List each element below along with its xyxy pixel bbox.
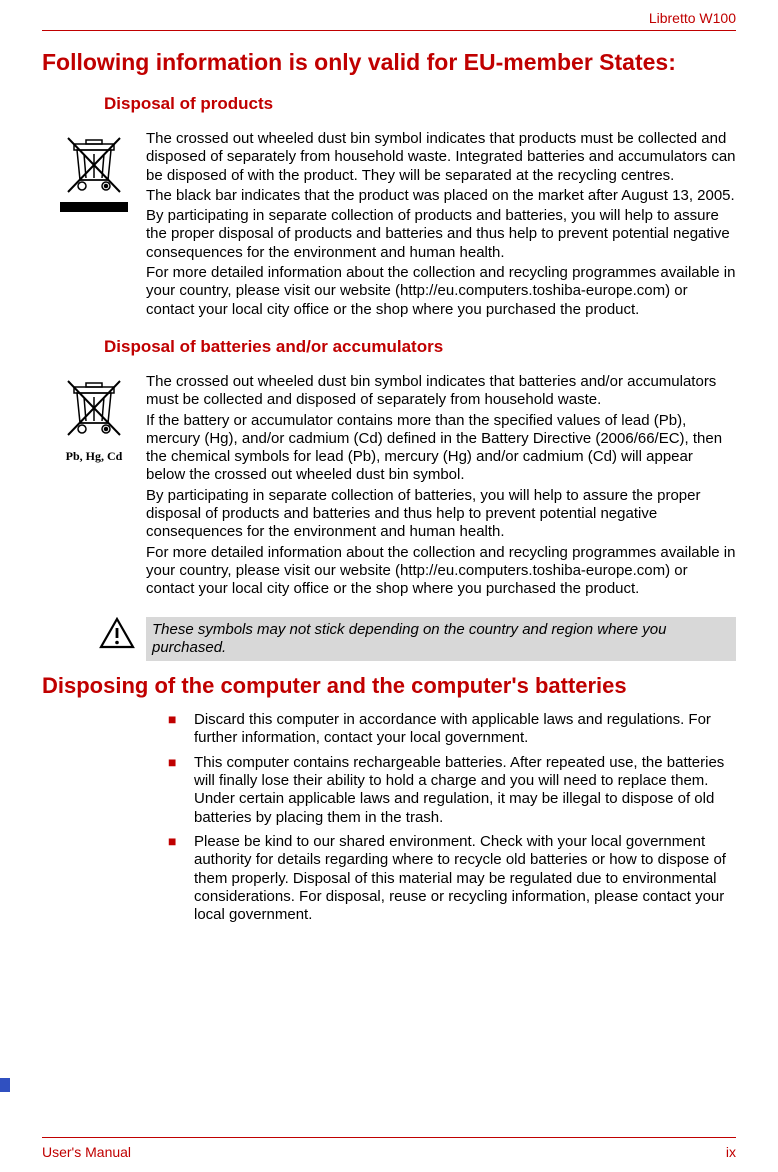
para: If the battery or accumulator contains m…	[146, 412, 736, 485]
list-item: This computer contains rechargeable batt…	[168, 754, 736, 827]
disposal-products-block: The crossed out wheeled dust bin symbol …	[42, 130, 736, 321]
section-1-title: Following information is only valid for …	[42, 49, 736, 76]
caution-text: These symbols may not stick depending on…	[146, 617, 736, 662]
disposal-batteries-text: The crossed out wheeled dust bin symbol …	[146, 373, 736, 601]
disposal-batteries-block: Pb, Hg, Cd The crossed out wheeled dust …	[42, 373, 736, 601]
para: The black bar indicates that the product…	[146, 187, 736, 205]
para: For more detailed information about the …	[146, 544, 736, 599]
black-bar-icon	[60, 202, 128, 212]
disposal-bullet-list: Discard this computer in accordance with…	[168, 711, 736, 924]
subheading-disposal-batteries: Disposal of batteries and/or accumulator…	[104, 337, 736, 357]
crossed-bin-icon	[64, 134, 124, 196]
bin-icon-col: Pb, Hg, Cd	[42, 373, 146, 601]
para: For more detailed information about the …	[146, 264, 736, 319]
footer-right: ix	[726, 1144, 736, 1160]
section-2-title: Disposing of the computer and the comput…	[42, 673, 736, 699]
page-footer: User's Manual ix	[42, 1137, 736, 1160]
para: The crossed out wheeled dust bin symbol …	[146, 373, 736, 410]
para: By participating in separate collection …	[146, 487, 736, 542]
caution-note: These symbols may not stick depending on…	[88, 617, 736, 662]
disposal-products-text: The crossed out wheeled dust bin symbol …	[146, 130, 736, 321]
product-name: Libretto W100	[649, 10, 736, 26]
para: By participating in separate collection …	[146, 207, 736, 262]
list-item: Discard this computer in accordance with…	[168, 711, 736, 748]
caution-icon-col	[88, 617, 146, 662]
bin-icon-col	[42, 130, 146, 321]
list-item: Please be kind to our shared environment…	[168, 833, 736, 924]
para: The crossed out wheeled dust bin symbol …	[146, 130, 736, 185]
page-header: Libretto W100	[42, 0, 736, 31]
caution-icon	[99, 617, 135, 649]
crossed-bin-icon	[64, 377, 124, 439]
footer-left: User's Manual	[42, 1144, 131, 1160]
side-marker	[0, 1078, 10, 1092]
chemical-symbols: Pb, Hg, Cd	[66, 449, 123, 464]
subheading-disposal-products: Disposal of products	[104, 94, 736, 114]
